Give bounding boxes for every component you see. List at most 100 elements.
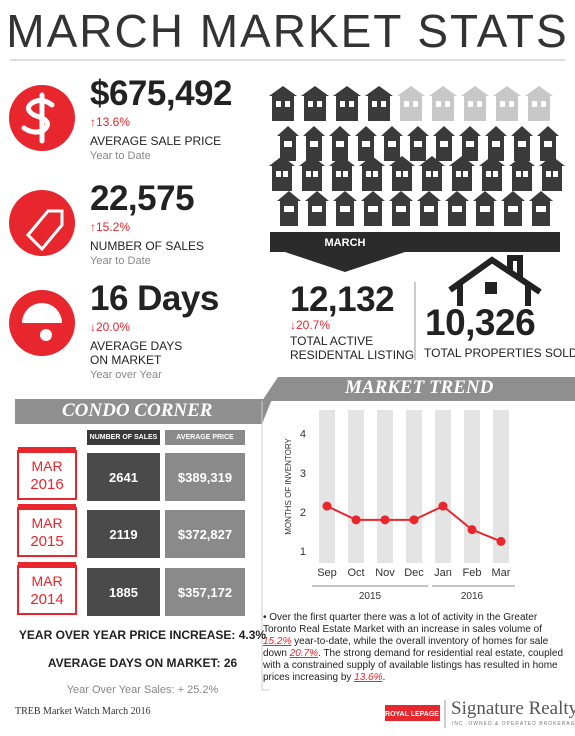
x-tick-label: Oct — [347, 567, 364, 579]
window — [443, 141, 448, 147]
price-value: $389,319 — [177, 469, 233, 485]
stat-label: AVERAGE DAYS ON MARKET — [90, 339, 183, 367]
window — [362, 141, 367, 147]
roof — [333, 191, 357, 201]
window — [486, 171, 491, 177]
paragraph-text: . — [382, 672, 386, 683]
trend-band — [262, 377, 575, 401]
condo-title: CONDO CORNER — [62, 400, 213, 421]
house — [302, 165, 322, 191]
house — [332, 165, 352, 191]
calendar-year: 2014 — [30, 591, 63, 608]
house — [304, 95, 326, 121]
window — [452, 206, 457, 212]
house — [306, 135, 322, 161]
house — [420, 200, 438, 226]
x-tick-label: Dec — [404, 567, 424, 579]
highlight: 13.6% — [354, 672, 383, 683]
stat-change: ↑15.2% — [90, 220, 131, 234]
window — [391, 141, 396, 147]
stat-label: AVERAGE SALE PRICE — [90, 134, 222, 148]
stat-period: Year over Year — [90, 369, 162, 381]
dollar-icon — [21, 92, 55, 144]
house — [336, 95, 358, 121]
sales-cell — [87, 568, 160, 616]
window — [349, 101, 354, 107]
sales-cell — [87, 510, 160, 558]
house — [464, 95, 486, 121]
header-label: AVERAGE PRICE — [176, 434, 234, 441]
trend-point — [438, 501, 448, 511]
house — [272, 165, 292, 191]
window — [284, 141, 289, 147]
window — [509, 101, 514, 107]
roof — [299, 156, 325, 166]
paragraph: • Over the first quarter there was a lot… — [263, 612, 565, 684]
sales-value: 2119 — [109, 526, 138, 542]
window — [469, 141, 474, 147]
calendar-year: 2016 — [30, 476, 63, 493]
window — [544, 141, 549, 147]
calendar-top — [18, 562, 76, 568]
window — [276, 171, 281, 177]
roof — [329, 126, 351, 136]
stat-value: $675,492 — [90, 74, 232, 113]
price-value: $372,827 — [177, 526, 233, 542]
window — [485, 206, 490, 212]
roof — [445, 191, 469, 201]
roof — [473, 191, 497, 201]
window — [287, 141, 292, 147]
window — [289, 206, 294, 212]
window — [429, 206, 434, 212]
x-tick-label: Sep — [317, 567, 337, 579]
window — [317, 101, 322, 107]
active-label: TOTAL ACTIVE RESIDENTAL LISTING — [290, 334, 415, 362]
window — [536, 206, 541, 212]
y-axis-label: MONTHS OF INVENTORY — [284, 438, 293, 535]
chart-title: MARKET TREND — [345, 377, 494, 398]
stat-change: ↑13.6% — [90, 115, 131, 129]
window — [456, 171, 461, 177]
roof — [509, 156, 535, 166]
window — [518, 141, 523, 147]
y-tick-label: 4 — [300, 429, 306, 441]
window — [366, 171, 371, 177]
window — [396, 171, 401, 177]
window — [396, 206, 401, 212]
trend-point — [496, 536, 506, 546]
condo-band — [15, 399, 272, 424]
roof — [269, 86, 297, 96]
window — [368, 206, 373, 212]
house — [272, 95, 294, 121]
paragraph-text: year-to-date, while the overall inventor… — [263, 636, 549, 659]
house — [448, 200, 466, 226]
roof — [511, 126, 533, 136]
window — [343, 171, 348, 177]
roof — [449, 156, 475, 166]
roof — [329, 156, 355, 166]
price-cell — [165, 568, 245, 616]
x-tick-label: Jan — [434, 567, 452, 579]
window — [414, 141, 419, 147]
roof — [301, 86, 329, 96]
banner — [270, 232, 560, 252]
roof — [277, 191, 301, 201]
trend-point — [380, 515, 390, 525]
calendar-year: 2015 — [30, 533, 63, 550]
active-value: 12,132 — [290, 280, 395, 319]
price-cell — [165, 453, 245, 501]
house — [364, 200, 382, 226]
window — [373, 171, 378, 177]
window — [440, 141, 445, 147]
header-cell — [165, 430, 245, 445]
stripe — [348, 410, 364, 563]
active-change: ↓20.7% — [290, 318, 331, 332]
calendar-month: MAR — [31, 573, 62, 589]
roof — [389, 156, 415, 166]
window — [284, 206, 289, 212]
house — [482, 165, 502, 191]
window — [401, 206, 406, 212]
calendar-top — [18, 504, 76, 510]
house-icon — [448, 255, 542, 306]
